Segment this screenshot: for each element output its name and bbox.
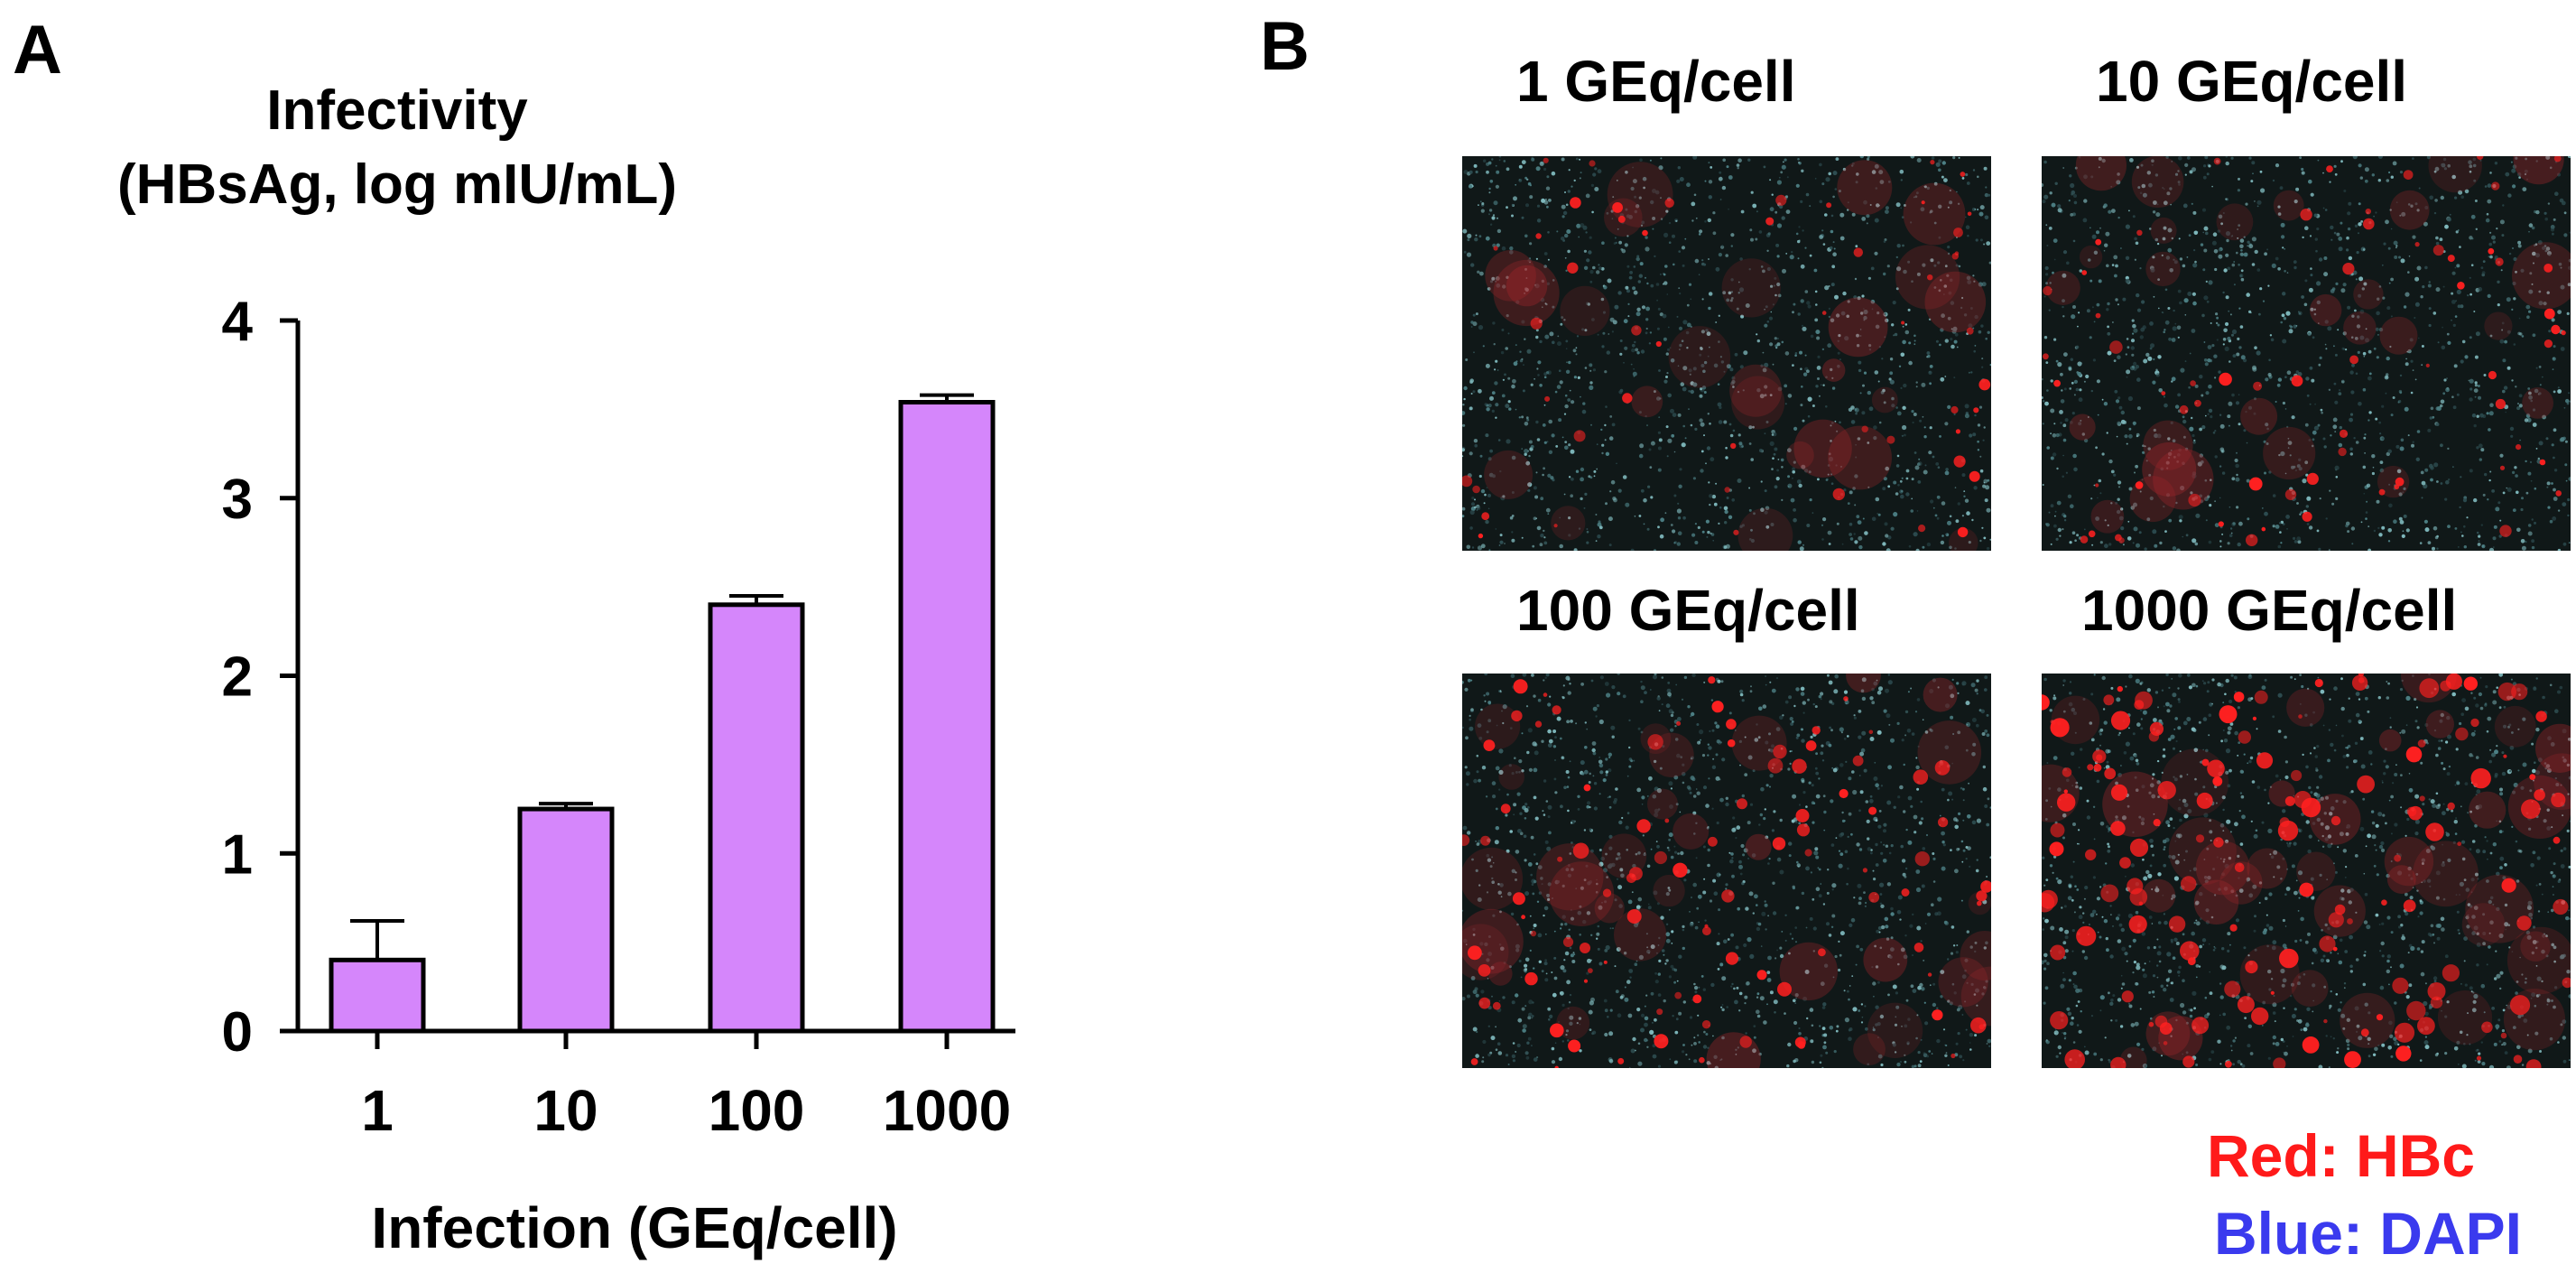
micrograph-image — [2042, 156, 2571, 551]
micrograph-caption-1: 1 GEq/cell — [1516, 49, 1796, 114]
bar-chart: 0 1 2 3 4 1 10 100 1000 Infection (GEq/cell) — [222, 291, 1015, 1260]
y-tick-label-3: 3 — [222, 469, 253, 531]
micrograph-caption-4: 1000 GEq/cell — [2081, 578, 2458, 643]
micrograph-1000-geq — [2042, 674, 2571, 1068]
micrograph-image — [1462, 674, 1991, 1068]
legend-blue-dapi: Blue: DAPI — [2213, 1200, 2522, 1267]
micrograph-caption-3: 100 GEq/cell — [1516, 578, 1860, 643]
panel-label-a: A — [13, 12, 62, 88]
micrograph-caption-2: 10 GEq/cell — [2096, 49, 2408, 114]
x-axis-title: Infection (GEq/cell) — [371, 1195, 897, 1260]
y-tick-label-0: 0 — [222, 1001, 253, 1064]
x-tick-label-100: 100 — [709, 1078, 805, 1143]
micrograph-1-geq — [1462, 156, 1991, 551]
bar-1 — [329, 957, 426, 1034]
x-tick-label-1: 1 — [361, 1078, 394, 1143]
micrograph-100-geq — [1462, 674, 1991, 1068]
micrograph-image — [2042, 674, 2571, 1068]
bar-100 — [708, 602, 805, 1034]
y-axis-label: Infectivity (HBsAg, log mIU/mL) — [54, 74, 740, 222]
legend-red-hbc: Red: HBc — [2206, 1122, 2475, 1189]
y-tick-label-4: 4 — [222, 291, 254, 353]
y-axis-label-line-1: Infectivity — [266, 79, 528, 142]
micrograph-image — [1462, 156, 1991, 551]
panel-label-b: B — [1260, 8, 1310, 85]
micrograph-10-geq — [2042, 156, 2571, 551]
bar-10 — [517, 806, 615, 1034]
y-tick-label-2: 2 — [222, 646, 253, 709]
x-tick-label-10: 10 — [533, 1078, 598, 1143]
bar-1000 — [898, 400, 996, 1034]
y-axis-label-line-2: (HBsAg, log mIU/mL) — [117, 153, 677, 216]
y-tick-label-1: 1 — [222, 823, 253, 886]
x-tick-label-1000: 1000 — [883, 1078, 1011, 1143]
